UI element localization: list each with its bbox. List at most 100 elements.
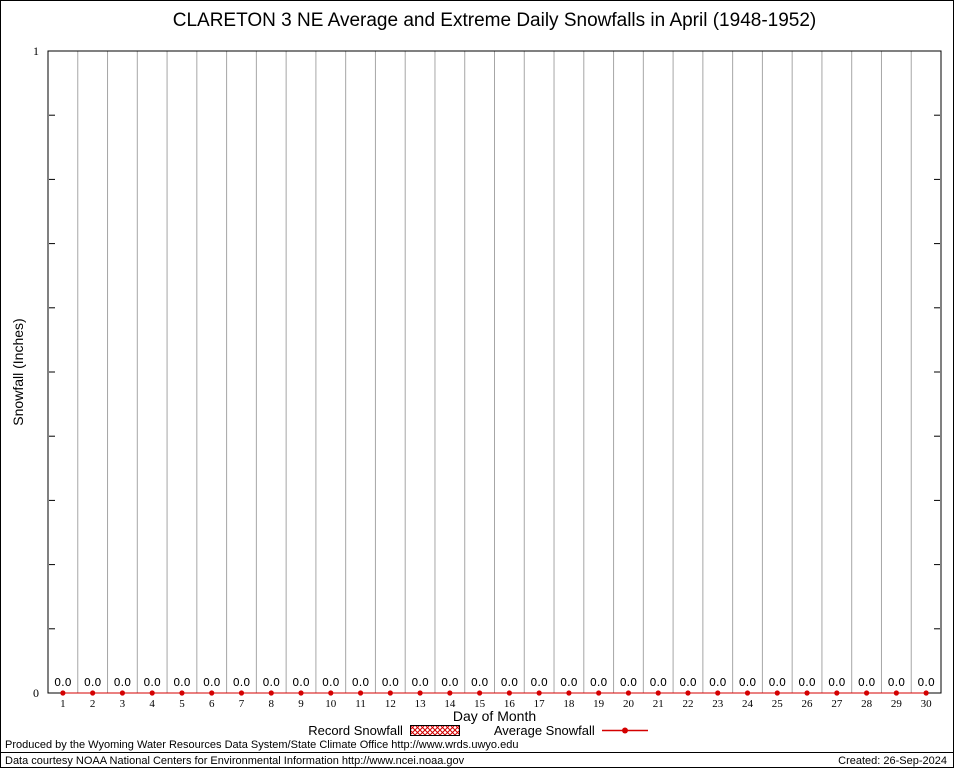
footer-divider — [1, 752, 953, 753]
average-snowfall-swatch-icon — [601, 727, 648, 734]
x-tick-label: 24 — [742, 698, 754, 710]
average-snowfall-point — [119, 690, 126, 696]
average-snowfall-point — [477, 690, 483, 696]
point-value-label: 0.0 — [769, 676, 787, 689]
average-snowfall-point — [209, 690, 215, 696]
x-tick-label: 10 — [325, 698, 337, 710]
x-tick-label: 20 — [623, 698, 635, 710]
x-tick-label: 6 — [209, 698, 215, 710]
average-snowfall-point — [834, 690, 840, 696]
x-tick-label: 16 — [504, 698, 516, 710]
x-axis-label: Day of Month — [452, 708, 537, 724]
x-tick-label: 4 — [149, 698, 155, 710]
record-snowfall-swatch-icon — [409, 725, 460, 736]
point-value-label: 0.0 — [84, 676, 102, 689]
point-value-label: 0.0 — [114, 676, 132, 689]
y-tick-label: 0 — [33, 686, 39, 700]
point-value-label: 0.0 — [203, 676, 221, 689]
point-value-label: 0.0 — [858, 676, 876, 689]
point-value-label: 0.0 — [143, 676, 161, 689]
x-tick-label: 29 — [891, 698, 903, 710]
x-tick-label: 3 — [120, 698, 126, 710]
point-value-label: 0.0 — [322, 676, 340, 689]
average-snowfall-point — [238, 690, 245, 696]
x-tick-label: 30 — [921, 698, 933, 710]
point-value-label: 0.0 — [917, 676, 935, 689]
average-snowfall-point — [328, 690, 334, 696]
average-snowfall-point — [179, 690, 185, 696]
footer-data-courtesy: Data courtesy NOAA National Centers for … — [5, 755, 465, 767]
y-tick-label: 1 — [33, 44, 39, 58]
average-snowfall-point — [863, 690, 870, 696]
x-tick-label: 17 — [534, 698, 546, 710]
x-tick-label: 14 — [444, 698, 456, 710]
average-snowfall-point — [417, 690, 423, 696]
point-value-label: 0.0 — [54, 676, 72, 689]
x-tick-label: 27 — [831, 698, 843, 710]
legend-label-average: Average Snowfall — [493, 723, 595, 738]
average-snowfall-point — [447, 690, 453, 696]
average-snowfall-point — [149, 690, 155, 696]
average-snowfall-point — [715, 690, 721, 696]
point-value-label: 0.0 — [292, 676, 310, 689]
point-value-label: 0.0 — [709, 676, 727, 689]
x-tick-label: 15 — [474, 698, 486, 710]
x-tick-label: 11 — [355, 698, 366, 710]
point-value-label: 0.0 — [530, 676, 548, 689]
average-snowfall-point — [893, 690, 899, 696]
point-value-label: 0.0 — [441, 676, 459, 689]
legend-item-record: Record Snowfall — [308, 723, 460, 738]
point-value-label: 0.0 — [501, 676, 519, 689]
average-snowfall-point — [506, 690, 512, 696]
x-tick-label: 13 — [415, 698, 427, 710]
point-value-label: 0.0 — [233, 676, 251, 689]
legend-label-record: Record Snowfall — [308, 723, 403, 738]
x-tick-label: 23 — [712, 698, 724, 710]
average-snowfall-point — [357, 690, 364, 696]
point-value-label: 0.0 — [382, 676, 400, 689]
average-snowfall-point — [625, 690, 632, 696]
legend: Record Snowfall Average Snowfall — [1, 723, 953, 738]
average-snowfall-point — [744, 690, 751, 696]
average-snowfall-point — [60, 690, 66, 696]
point-value-label: 0.0 — [620, 676, 638, 689]
point-value-label: 0.0 — [590, 676, 608, 689]
x-tick-label: 5 — [179, 698, 185, 710]
point-value-label: 0.0 — [679, 676, 697, 689]
legend-item-average: Average Snowfall — [494, 723, 648, 738]
x-tick-label: 9 — [298, 698, 304, 710]
x-tick-label: 7 — [239, 698, 245, 710]
x-tick-label: 1 — [60, 698, 66, 710]
x-tick-label: 28 — [861, 698, 873, 710]
average-snowfall-point — [268, 690, 274, 696]
average-snowfall-point — [90, 690, 96, 696]
point-value-label: 0.0 — [649, 676, 667, 689]
average-snowfall-point — [536, 690, 542, 696]
x-tick-label: 19 — [593, 698, 605, 710]
point-value-label: 0.0 — [560, 676, 578, 689]
x-tick-label: 18 — [563, 698, 575, 710]
point-value-label: 0.0 — [888, 676, 906, 689]
x-tick-label: 12 — [385, 698, 396, 710]
x-tick-label: 22 — [682, 698, 693, 710]
average-snowfall-point — [923, 690, 929, 696]
x-tick-label: 21 — [653, 698, 664, 710]
x-tick-label: 25 — [772, 698, 784, 710]
average-snowfall-point — [804, 690, 810, 696]
chart-title: CLARETON 3 NE Average and Extreme Daily … — [172, 10, 817, 31]
point-value-label: 0.0 — [411, 676, 429, 689]
footer-produced-by: Produced by the Wyoming Water Resources … — [5, 739, 519, 751]
average-snowfall-point — [685, 690, 691, 696]
average-snowfall-point — [596, 690, 602, 696]
point-value-label: 0.0 — [352, 676, 370, 689]
point-value-label: 0.0 — [739, 676, 757, 689]
average-snowfall-point — [655, 690, 661, 696]
x-tick-label: 8 — [269, 698, 275, 710]
point-value-label: 0.0 — [263, 676, 281, 689]
average-snowfall-point — [774, 690, 780, 696]
average-snowfall-point — [298, 690, 304, 696]
average-snowfall-point — [387, 690, 393, 696]
point-value-label: 0.0 — [173, 676, 191, 689]
plot-area: 0 1 0.0 1 0.0 2 0.0 3 0.0 4 0.0 5 0.0 6 0.0 7 0.0 8 0.0 9 0.… — [33, 44, 942, 710]
